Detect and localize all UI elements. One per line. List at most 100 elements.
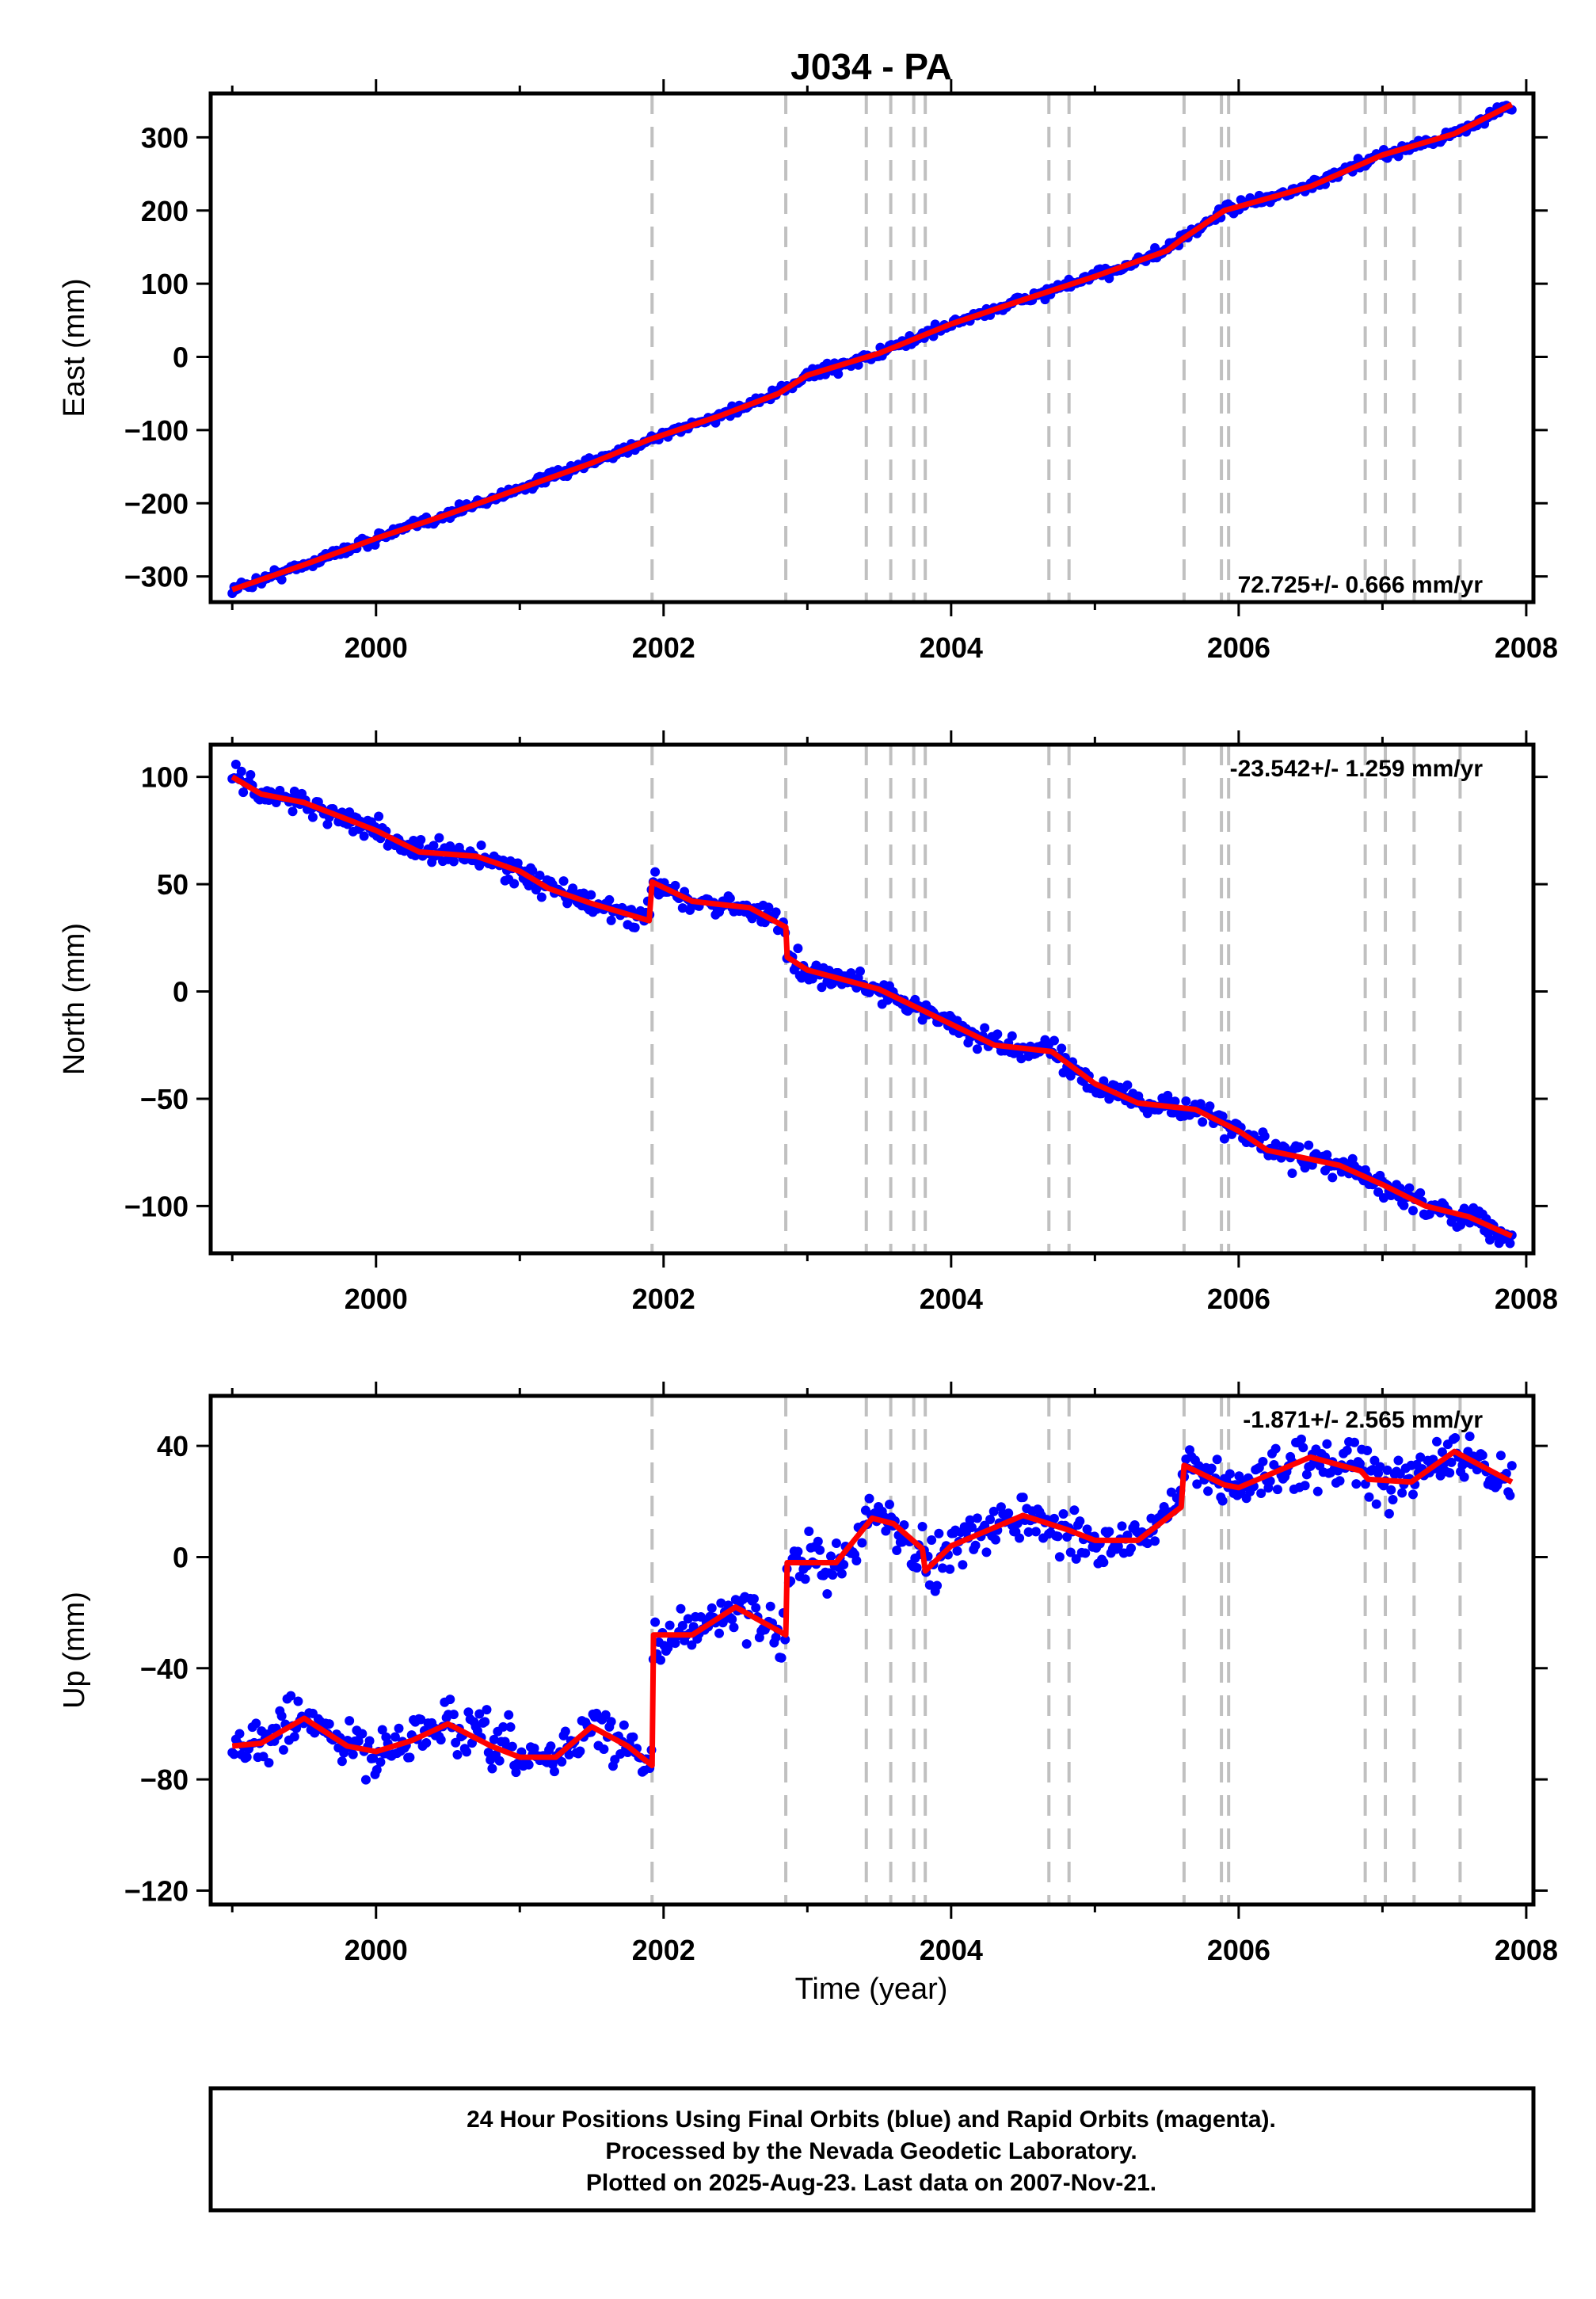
- y-tick-label: 40: [157, 1430, 189, 1462]
- caption-line-2: Processed by the Nevada Geodetic Laborat…: [605, 2138, 1137, 2164]
- data-point: [368, 1753, 379, 1763]
- data-point: [1212, 1455, 1222, 1465]
- data-point: [322, 819, 333, 829]
- data-point: [483, 1748, 493, 1758]
- data-point: [289, 1732, 299, 1742]
- data-point: [952, 1546, 962, 1556]
- data-point: [839, 1560, 849, 1570]
- data-point: [1058, 1508, 1068, 1519]
- y-tick-label: 100: [141, 268, 189, 300]
- data-point: [917, 1522, 928, 1532]
- caption-line-1: 24 Hour Positions Using Final Orbits (bl…: [467, 2106, 1276, 2133]
- x-tick-label: 2006: [1207, 1283, 1270, 1315]
- x-tick-label: 2004: [920, 631, 983, 664]
- data-point: [725, 893, 735, 903]
- data-point: [1505, 1490, 1515, 1500]
- data-point: [1407, 1206, 1418, 1216]
- data-point: [557, 1756, 567, 1767]
- data-point: [246, 769, 256, 780]
- data-point: [421, 1738, 432, 1748]
- data-point: [924, 1580, 935, 1590]
- data-point: [985, 1514, 996, 1524]
- data-point: [1301, 1470, 1312, 1480]
- data-point: [1080, 1548, 1091, 1558]
- data-point: [1415, 1188, 1426, 1198]
- data-point: [1217, 1111, 1228, 1122]
- data-point: [1270, 1443, 1281, 1454]
- data-point: [230, 759, 241, 769]
- data-point: [981, 1547, 992, 1557]
- data-point: [665, 1620, 675, 1630]
- data-point: [822, 1588, 832, 1599]
- data-point: [663, 1643, 673, 1653]
- data-point: [1364, 1492, 1374, 1502]
- data-point: [815, 1545, 825, 1555]
- data-point: [276, 574, 287, 585]
- data-point: [1113, 1541, 1123, 1551]
- data-point: [599, 1744, 609, 1754]
- data-point: [498, 1721, 509, 1732]
- data-point: [628, 1732, 638, 1742]
- data-point: [494, 1756, 505, 1766]
- data-point: [688, 1622, 699, 1632]
- data-point: [927, 1535, 937, 1546]
- data-point: [293, 1696, 303, 1706]
- data-point: [965, 1515, 975, 1525]
- data-point: [1294, 1142, 1305, 1152]
- data-point: [992, 1029, 1003, 1039]
- data-point: [1312, 1486, 1323, 1496]
- data-point: [1016, 1054, 1027, 1064]
- y-axis-label: Up (mm): [58, 1592, 91, 1709]
- data-point: [434, 833, 444, 843]
- data-point: [677, 903, 688, 913]
- data-point: [1393, 1455, 1404, 1466]
- data-point: [1053, 1531, 1063, 1542]
- data-point: [564, 1749, 574, 1760]
- data-point: [1054, 1552, 1065, 1562]
- data-point: [504, 1710, 514, 1720]
- data-point: [1104, 273, 1114, 284]
- data-point: [864, 1493, 874, 1504]
- x-tick-label: 2004: [920, 1283, 983, 1315]
- data-point: [345, 1716, 355, 1726]
- data-point: [374, 811, 384, 822]
- data-point: [687, 1640, 697, 1650]
- y-tick-label: 0: [173, 976, 189, 1008]
- data-point: [831, 1538, 841, 1549]
- x-tick-label: 2006: [1207, 631, 1270, 664]
- x-tick-label: 2000: [345, 631, 408, 664]
- y-tick-label: 200: [141, 195, 189, 227]
- data-point: [1300, 1481, 1310, 1491]
- data-point: [480, 1717, 490, 1727]
- data-point: [991, 1535, 1001, 1545]
- data-point: [251, 1718, 261, 1729]
- data-point: [1465, 1432, 1475, 1442]
- y-tick-label: 300: [141, 121, 189, 154]
- x-tick-label: 2002: [632, 1934, 695, 1966]
- data-point: [1071, 1554, 1081, 1564]
- data-point: [972, 1513, 982, 1523]
- data-point: [727, 1615, 737, 1625]
- data-point: [448, 856, 459, 867]
- data-point: [804, 1527, 814, 1537]
- data-point: [1362, 1445, 1373, 1455]
- data-point: [1477, 1451, 1487, 1461]
- data-point: [813, 1536, 823, 1546]
- data-point: [1150, 1536, 1160, 1546]
- x-tick-label: 2002: [632, 631, 695, 664]
- data-point: [560, 1726, 570, 1737]
- data-point: [1415, 1452, 1426, 1462]
- data-point: [307, 812, 318, 822]
- model-line: [231, 101, 1514, 593]
- data-point: [958, 1560, 968, 1570]
- data-point: [988, 1506, 999, 1516]
- data-point: [1023, 1527, 1034, 1537]
- data-point: [1296, 1434, 1306, 1444]
- data-point: [487, 1763, 497, 1774]
- data-point: [568, 883, 578, 894]
- data-point: [937, 1563, 947, 1573]
- data-point: [606, 1717, 616, 1727]
- data-point: [1004, 1508, 1014, 1519]
- data-point: [1404, 1183, 1415, 1193]
- data-point: [751, 1603, 761, 1613]
